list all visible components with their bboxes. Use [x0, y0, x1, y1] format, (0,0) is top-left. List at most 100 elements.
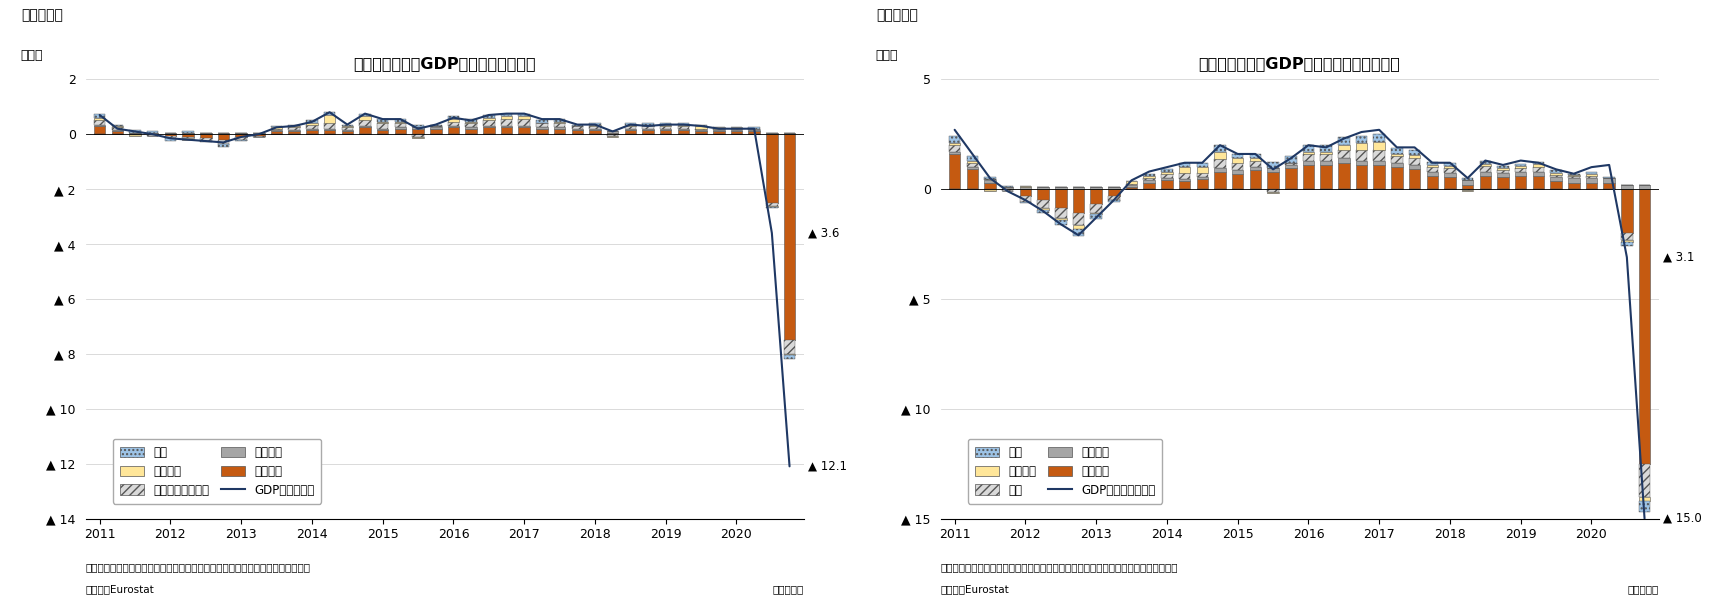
Bar: [217, 134, 229, 140]
Bar: [1585, 178, 1597, 182]
Bar: [1445, 168, 1455, 173]
Bar: [1019, 187, 1031, 189]
Bar: [949, 145, 961, 152]
Bar: [783, 355, 795, 359]
Bar: [590, 130, 600, 134]
Bar: [554, 127, 566, 129]
Bar: [1108, 196, 1120, 200]
Bar: [1392, 148, 1402, 154]
Bar: [1178, 173, 1190, 179]
Bar: [1585, 174, 1597, 176]
Bar: [1161, 170, 1173, 171]
Bar: [1250, 160, 1262, 167]
Text: ▲ 15.0: ▲ 15.0: [1664, 512, 1701, 525]
Text: （図表１）: （図表１）: [21, 8, 63, 22]
Bar: [1072, 225, 1084, 229]
Bar: [518, 119, 530, 126]
Bar: [696, 129, 706, 130]
Bar: [217, 140, 229, 144]
Bar: [429, 129, 441, 134]
Title: ユーロ圈の実質GDP成長率（前年同期比）: ユーロ圈の実質GDP成長率（前年同期比）: [1199, 56, 1400, 71]
Bar: [501, 117, 513, 119]
Bar: [289, 127, 299, 130]
Bar: [484, 126, 494, 127]
Bar: [1197, 173, 1207, 177]
Bar: [1214, 159, 1226, 168]
Bar: [465, 122, 477, 123]
Bar: [1445, 177, 1455, 189]
Bar: [270, 130, 282, 131]
Bar: [130, 134, 140, 135]
Bar: [289, 131, 299, 134]
Bar: [1356, 160, 1368, 165]
Bar: [783, 133, 795, 134]
Bar: [949, 143, 961, 145]
Bar: [624, 129, 636, 130]
Bar: [1638, 497, 1650, 501]
Bar: [713, 130, 725, 131]
Bar: [164, 135, 176, 138]
Bar: [200, 133, 212, 134]
Bar: [624, 126, 636, 129]
Bar: [217, 133, 229, 134]
Bar: [1515, 164, 1527, 166]
Bar: [501, 126, 513, 127]
Bar: [677, 129, 689, 130]
Bar: [376, 119, 388, 122]
Bar: [1231, 163, 1243, 170]
Bar: [1019, 186, 1031, 187]
Bar: [1108, 187, 1120, 189]
Bar: [624, 123, 636, 124]
Bar: [94, 124, 106, 126]
Bar: [1585, 182, 1597, 189]
Bar: [94, 118, 106, 120]
Bar: [590, 123, 600, 124]
Bar: [1621, 242, 1633, 246]
Text: ▲ 12.1: ▲ 12.1: [809, 460, 846, 473]
Bar: [1284, 168, 1296, 189]
Bar: [111, 124, 123, 126]
Bar: [1038, 189, 1048, 200]
Bar: [1551, 175, 1561, 177]
Bar: [1479, 160, 1491, 164]
Title: ユーロ圈の実質GDP成長率（前期比）: ユーロ圈の実質GDP成長率（前期比）: [354, 56, 535, 71]
Bar: [1532, 164, 1544, 167]
Bar: [1091, 204, 1101, 214]
Bar: [1426, 167, 1438, 171]
Bar: [501, 119, 513, 126]
Bar: [395, 122, 407, 123]
Bar: [660, 123, 672, 124]
Bar: [183, 131, 193, 133]
Bar: [270, 126, 282, 127]
Bar: [306, 130, 318, 134]
Bar: [1392, 163, 1402, 167]
Bar: [111, 131, 123, 134]
Bar: [1197, 179, 1207, 189]
Bar: [1568, 174, 1580, 175]
Bar: [1214, 168, 1226, 171]
Bar: [1055, 189, 1067, 208]
Bar: [1144, 182, 1154, 189]
Bar: [183, 134, 193, 137]
Bar: [183, 138, 193, 140]
Bar: [1250, 170, 1262, 189]
Bar: [236, 134, 246, 137]
Bar: [713, 127, 725, 129]
Bar: [183, 133, 193, 134]
Bar: [1320, 154, 1332, 160]
Bar: [1426, 162, 1438, 165]
Bar: [1072, 214, 1084, 225]
Bar: [1161, 178, 1173, 181]
Bar: [1108, 200, 1120, 203]
Bar: [1178, 167, 1190, 173]
Bar: [985, 181, 995, 182]
Bar: [1638, 501, 1650, 512]
Bar: [1445, 173, 1455, 177]
Bar: [1515, 171, 1527, 176]
Bar: [749, 131, 759, 134]
Bar: [537, 123, 547, 127]
Bar: [1320, 145, 1332, 152]
Bar: [985, 177, 995, 179]
Bar: [571, 124, 583, 126]
Bar: [395, 119, 407, 122]
